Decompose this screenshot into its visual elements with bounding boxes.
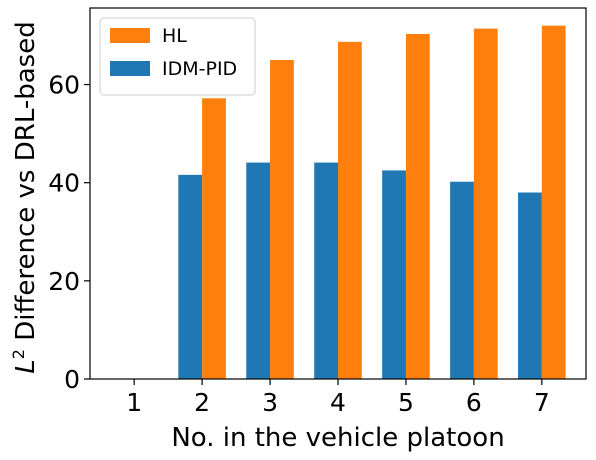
y-tick-label: 40 <box>48 169 80 198</box>
x-tick-label: 4 <box>330 388 346 417</box>
y-axis-ticks: 0 20 40 60 <box>48 71 90 394</box>
x-tick-label: 3 <box>262 388 278 417</box>
bar-idm-pid-5 <box>382 170 406 379</box>
x-tick-label: 6 <box>466 388 482 417</box>
y-axis-label-rest: Difference vs DRL-based <box>11 21 41 349</box>
bar-hl-2 <box>202 98 226 379</box>
x-tick-label: 2 <box>194 388 210 417</box>
bar-hl-3 <box>270 60 294 379</box>
x-tick-label: 7 <box>534 388 550 417</box>
bar-idm-pid-4 <box>314 162 338 379</box>
bar-hl-6 <box>473 28 498 379</box>
y-tick-label: 0 <box>64 365 80 394</box>
bar-hl-7 <box>541 25 566 380</box>
legend: HL IDM-PID <box>99 17 256 96</box>
bar-idm-pid-3 <box>246 162 271 379</box>
bar-hl-5 <box>405 34 430 380</box>
bars-group <box>178 25 566 380</box>
x-axis-label: No. in the vehicle platoon <box>171 423 504 453</box>
y-axis-label-superscript: 2 <box>9 349 28 359</box>
x-tick-label: 1 <box>126 388 142 417</box>
legend-swatch-idm-pid <box>110 61 150 76</box>
bar-hl-4 <box>338 41 362 379</box>
legend-label-idm-pid: IDM-PID <box>162 58 237 80</box>
legend-swatch-hl <box>110 28 150 43</box>
y-axis-label: L2 Difference vs DRL-based <box>9 21 41 373</box>
x-tick-label: 5 <box>398 388 414 417</box>
bar-idm-pid-6 <box>450 181 474 379</box>
y-tick-label: 60 <box>48 71 80 100</box>
y-axis-label-symbol: L <box>11 359 41 374</box>
bar-idm-pid-2 <box>178 174 203 379</box>
legend-label-hl: HL <box>162 25 187 47</box>
x-axis-ticks: 1 2 3 4 5 6 7 <box>126 379 550 417</box>
bar-idm-pid-7 <box>518 192 542 379</box>
y-tick-label: 20 <box>48 267 80 296</box>
